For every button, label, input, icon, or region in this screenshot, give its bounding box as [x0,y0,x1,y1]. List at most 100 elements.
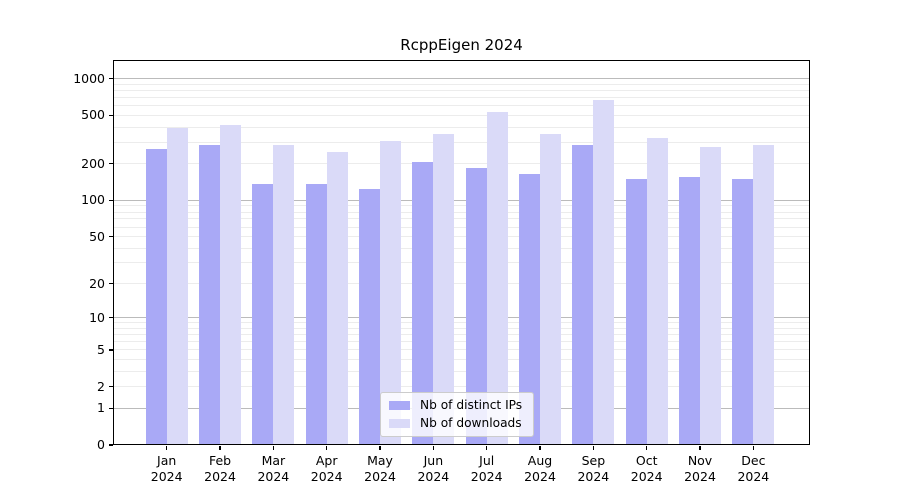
y-gridline-minor [113,211,810,213]
bar-jun-distinct-ips [412,161,434,445]
y-gridline-minor [113,218,810,220]
x-tick-label-year: 2024 [150,468,183,484]
x-tick-label-year: 2024 [524,468,556,484]
chart-title: RcppEigen 2024 [400,36,523,54]
y-gridline-minor [113,236,810,238]
x-tick-label-month: Dec [741,453,766,468]
y-tick-label: 1000 [73,70,105,86]
x-tick-label: Jun 2024 [406,453,460,484]
x-tick-mark [646,446,648,450]
x-tick-label-month: Jun [423,453,444,468]
y-gridline-minor [113,328,810,329]
x-tick-mark [592,446,594,450]
y-gridline-major [113,317,810,319]
y-tick-mark [109,407,113,409]
y-gridline-minor [113,205,810,207]
y-tick-mark [109,114,113,116]
y-gridline-minor [113,90,810,91]
bar-sep-distinct-ips [572,145,594,445]
y-tick-mark [109,235,113,238]
x-tick-label: Aug 2024 [513,453,567,484]
x-tick-label-month: Jul [479,453,495,468]
y-tick-mark [109,199,113,201]
y-tick-label: 2 [97,378,105,394]
y-gridline-major [113,199,810,201]
x-tick-label: Jul 2024 [460,453,514,484]
bar-jun-downloads [433,133,455,445]
y-tick-mark [109,317,113,319]
y-gridline-minor [113,105,810,107]
y-gridline-minor [113,83,810,85]
legend-swatch [389,401,410,410]
legend-label: Nb of distinct IPs [420,398,523,412]
y-gridline-minor [113,141,810,143]
x-tick-label-year: 2024 [257,468,290,484]
y-gridline-minor [113,334,810,336]
x-tick-mark [272,446,274,450]
y-tick-mark [109,282,113,285]
y-tick-label: 10 [89,309,105,325]
bar-may-downloads [380,140,402,445]
x-tick-label: May 2024 [353,453,407,484]
y-gridline-minor [113,126,810,128]
bar-jan-downloads [166,127,188,445]
y-gridline-minor [113,322,810,324]
x-tick-label: Jan 2024 [140,453,194,484]
legend-label: Nb of downloads [420,416,522,430]
bar-mar-distinct-ips [252,183,274,445]
bar-dec-distinct-ips [732,179,754,445]
bar-sep-downloads [593,99,615,445]
x-tick-label: Mar 2024 [246,453,300,484]
bar-jan-distinct-ips [145,148,167,445]
bar-dec-downloads [753,145,775,445]
x-tick-label-month: Nov [687,453,713,468]
y-gridline-minor [113,226,810,228]
bar-may-distinct-ips [359,189,381,445]
bar-nov-downloads [700,146,722,445]
y-gridline-minor [113,341,810,343]
legend-swatch [389,419,410,428]
x-tick-label-year: 2024 [577,468,610,484]
y-gridline-minor [113,370,810,372]
y-tick-label: 100 [81,192,105,208]
legend-item: Nb of distinct IPs [389,398,522,413]
bar-mar-downloads [273,145,295,445]
bar-feb-distinct-ips [199,145,221,445]
x-tick-label-month: Sep [581,453,606,468]
x-tick-label-month: Mar [261,453,286,468]
legend-item: Nb of downloads [389,416,522,431]
x-tick-label-month: May [367,453,393,468]
y-tick-mark [109,349,113,351]
x-tick-label: Oct 2024 [620,453,674,484]
y-gridline-minor [113,247,810,249]
y-gridline-minor [113,349,810,351]
x-tick-mark [166,446,168,450]
y-tick-label: 5 [97,341,105,357]
y-gridline-minor [113,163,810,165]
y-gridline-minor [113,386,810,388]
y-tick-label: 20 [89,275,105,291]
x-tick-label-year: 2024 [204,468,236,484]
legend: Nb of distinct IPs Nb of downloads [380,392,535,437]
y-tick-mark [109,163,113,165]
bar-jul-distinct-ips [465,167,487,445]
x-tick-label-year: 2024 [737,468,770,484]
x-tick-mark [219,446,221,450]
y-gridline-minor [113,97,810,99]
y-tick-label: 50 [89,228,105,244]
x-tick-label: Sep 2024 [566,453,620,484]
bar-aug-downloads [540,133,562,445]
x-tick-mark [326,446,328,450]
y-gridline-minor [113,262,810,264]
bar-oct-distinct-ips [625,178,647,445]
y-tick-label: 200 [81,155,105,171]
bar-oct-downloads [646,137,668,445]
bar-feb-downloads [220,125,242,445]
y-gridline-minor [113,359,810,361]
x-tick-label-month: Oct [635,453,658,468]
x-tick-label-month: Jan [157,453,177,468]
bar-apr-distinct-ips [305,183,327,445]
y-gridline-minor [113,283,810,285]
x-tick-label-year: 2024 [684,468,716,484]
